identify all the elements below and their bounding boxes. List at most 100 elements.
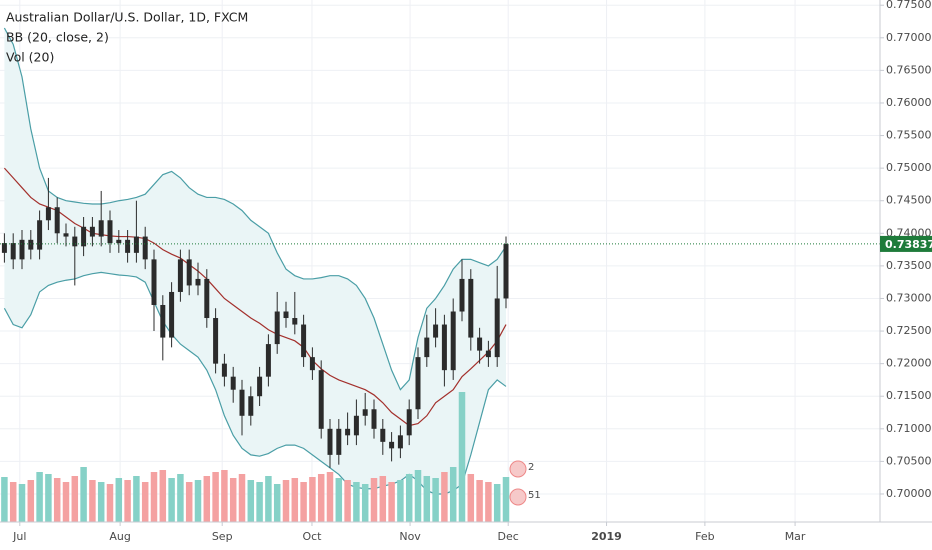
band-upper [3, 27, 507, 391]
y-tick-label: 0.73500 [886, 259, 932, 272]
volume-bar [370, 478, 378, 522]
volume-bar [97, 482, 105, 522]
volume-bar [36, 472, 43, 522]
volume-bar [9, 482, 17, 522]
candle-body [81, 226, 87, 247]
bands [3, 27, 507, 495]
volume-bar [159, 470, 167, 522]
candles [0, 177, 880, 468]
y-tick-label: 0.75000 [886, 161, 932, 174]
volume-bar [476, 480, 483, 522]
y-tick-label: 0.70000 [886, 487, 932, 500]
volume-bar [256, 482, 263, 522]
volume-bar [18, 484, 26, 522]
candle-body [397, 435, 403, 449]
band-lower [3, 271, 507, 495]
candle-body [186, 259, 192, 286]
event-count: 51 [528, 490, 541, 501]
volume-bar [62, 482, 70, 522]
volume-bar [405, 474, 413, 522]
volume-bar [300, 482, 307, 522]
y-tick-label: 0.71000 [886, 422, 932, 435]
candle-body [415, 357, 421, 410]
x-tick-label: Jul [12, 530, 26, 543]
candle-body [380, 428, 386, 442]
candle-body [433, 324, 439, 338]
indicator-label: Vol (20) [6, 50, 54, 65]
candle-body [248, 396, 254, 416]
volume-bar [27, 480, 35, 522]
candle-body [125, 239, 131, 253]
volume-bar [45, 474, 52, 522]
candle-body [195, 278, 201, 286]
candle-body [362, 409, 368, 416]
volume [1, 392, 510, 522]
candle-body [336, 428, 342, 455]
candle-body [257, 376, 263, 397]
candle-body [28, 239, 34, 250]
volume-bar [133, 476, 140, 522]
volume-bar [502, 477, 510, 522]
volume-bar [353, 482, 360, 522]
candle-body [37, 220, 43, 250]
candle-body [89, 226, 95, 237]
volume-bar [229, 478, 237, 522]
candle-body [345, 428, 351, 436]
volume-bar [238, 474, 246, 522]
volume-bar [53, 478, 61, 522]
candle-body [477, 337, 483, 351]
volume-bar [89, 480, 96, 522]
candle-body [292, 318, 298, 325]
volume-bar [291, 478, 299, 522]
candle-body [151, 259, 157, 305]
candle-body [221, 363, 227, 377]
volume-bar [71, 476, 79, 522]
volume-bar [432, 478, 439, 522]
volume-bar [467, 474, 475, 522]
candle-body [265, 344, 271, 377]
candle-body [450, 311, 456, 371]
last-price-box [880, 235, 932, 252]
y-tick-label: 0.74500 [886, 194, 932, 207]
y-tick-label: 0.77000 [886, 31, 932, 44]
candle-body [116, 239, 122, 244]
volume-bar [141, 482, 149, 522]
volume-bar [344, 480, 351, 522]
volume-bar [221, 470, 228, 522]
candle-body [204, 278, 210, 319]
volume-bar [449, 467, 457, 522]
volume-bar [335, 478, 343, 522]
band-fill [4, 28, 507, 494]
volume-bar [458, 392, 466, 522]
volume-bar [265, 476, 272, 522]
candle-body [10, 243, 16, 260]
y-tick-label: 0.77500 [886, 0, 932, 11]
candle-body [371, 409, 377, 429]
event-count: 2 [528, 462, 534, 473]
x-tick-label: Mar [785, 530, 806, 543]
candle-body [133, 236, 139, 253]
event-badge[interactable]: 51 [509, 488, 541, 506]
volume-bar [185, 482, 193, 522]
y-tick-label: 0.70500 [886, 454, 932, 467]
candle-body [459, 278, 465, 312]
candle-body [318, 370, 324, 429]
candle-body [494, 298, 500, 358]
candle-body [72, 236, 78, 247]
candle-body [283, 311, 289, 319]
volume-bar [379, 476, 387, 522]
volume-bar [361, 484, 369, 522]
x-tick-label: Sep [212, 530, 233, 543]
volume-bar [124, 480, 131, 522]
volume-bar [441, 472, 448, 522]
x-tick-label: Feb [695, 530, 714, 543]
candle-body [441, 324, 447, 371]
event-badge[interactable]: 2 [509, 460, 534, 478]
chart-title: Australian Dollar/U.S. Dollar, 1D, FXCM [6, 10, 248, 25]
volume-bar [309, 477, 316, 522]
volume-bar [80, 467, 87, 522]
volume-bar [168, 478, 175, 522]
